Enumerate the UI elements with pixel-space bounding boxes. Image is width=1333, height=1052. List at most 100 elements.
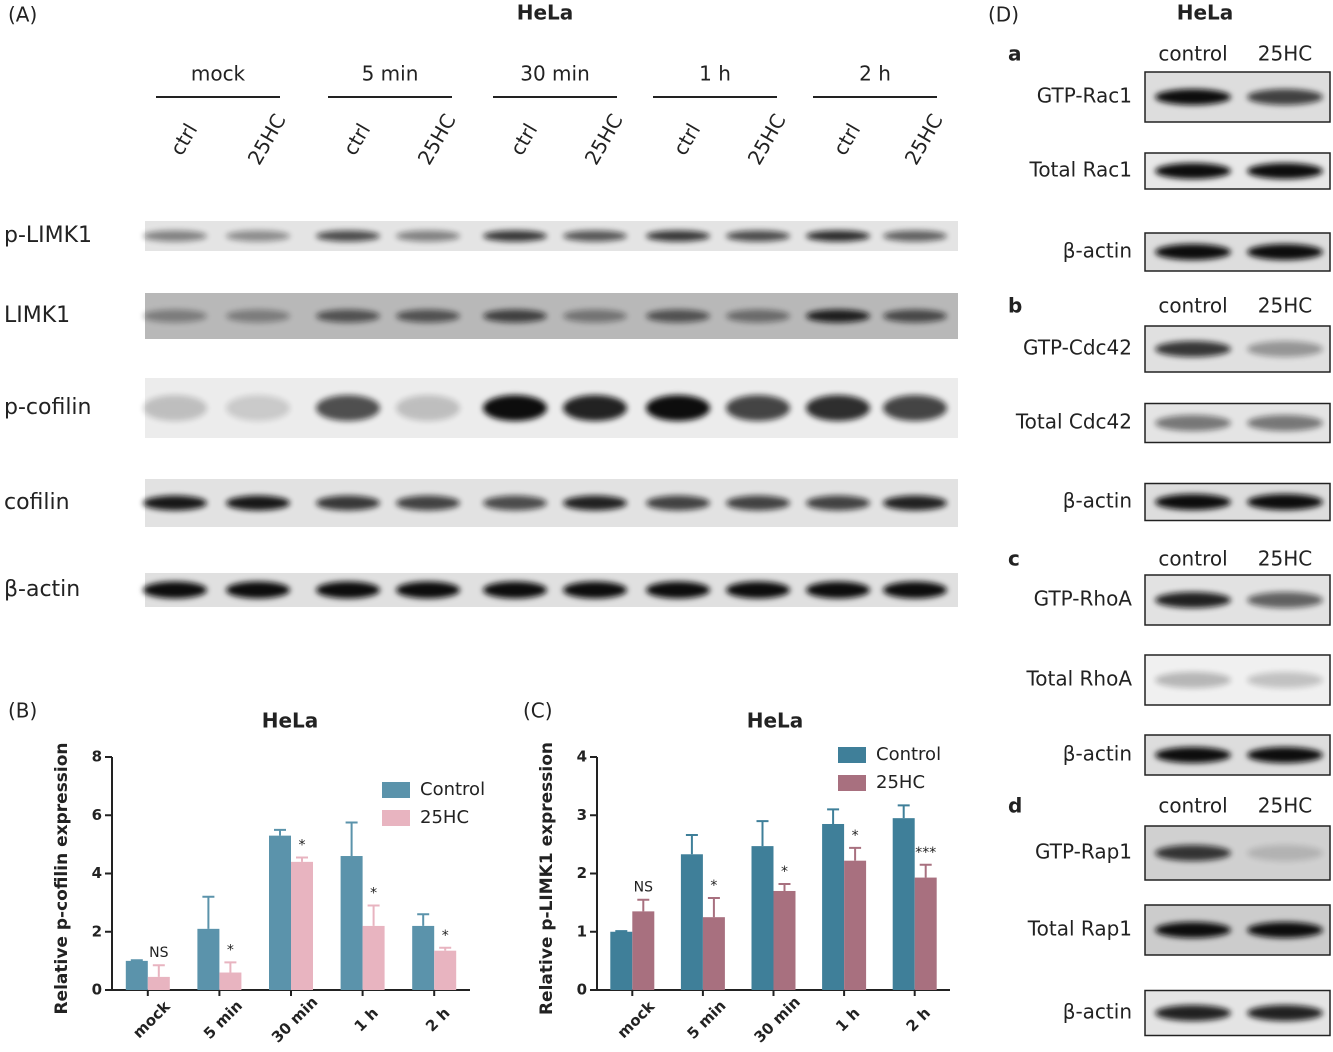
blot-band	[726, 395, 790, 421]
blot-band	[226, 309, 290, 323]
x-tick-label: 1 h	[832, 1004, 863, 1035]
blot-band	[396, 395, 460, 421]
x-tick-label: mock	[614, 997, 659, 1042]
bar	[412, 925, 435, 990]
blot-band	[806, 230, 870, 242]
blot-band	[316, 581, 380, 599]
error-bar	[685, 834, 698, 855]
y-tick-label: 8	[92, 748, 102, 766]
blot-band	[1247, 163, 1323, 179]
column-label: control	[1158, 547, 1227, 571]
blot-band	[143, 230, 207, 242]
bar	[751, 846, 774, 990]
y-tick-label: 6	[92, 806, 102, 824]
group-label: 1 h	[699, 62, 731, 86]
blot-band	[726, 309, 790, 323]
blot-band	[1155, 845, 1231, 861]
error-bar	[417, 913, 430, 926]
error-bar	[224, 961, 237, 973]
blot-band	[646, 395, 710, 421]
row-label: p-LIMK1	[4, 223, 92, 248]
lane-label: 25HC	[743, 110, 791, 169]
blot-band	[646, 581, 710, 599]
blot-band	[726, 581, 790, 599]
x-tick-label: 2 h	[422, 1004, 453, 1035]
blot-band	[226, 581, 290, 599]
significance-label: ***	[915, 845, 936, 861]
blot-band	[396, 495, 460, 511]
blot-band	[563, 395, 627, 421]
blot-band	[143, 495, 207, 511]
blot-band	[396, 581, 460, 599]
blot-band	[316, 495, 380, 511]
blot-band	[483, 395, 547, 421]
blot-band	[1155, 415, 1231, 431]
blot-band	[226, 230, 290, 242]
column-label: control	[1158, 294, 1227, 318]
group-label: 30 min	[520, 62, 590, 86]
group-label: mock	[191, 62, 246, 86]
legend-swatch	[838, 775, 866, 791]
blot-band	[316, 230, 380, 242]
error-bar	[778, 882, 791, 891]
significance-label: NS	[149, 945, 168, 961]
bar	[291, 861, 313, 990]
blot-band	[726, 230, 790, 242]
row-label: β-actin	[1063, 239, 1132, 263]
blot-band	[1155, 592, 1231, 608]
bar	[914, 877, 937, 990]
row-label: GTP-RhoA	[1034, 587, 1133, 611]
row-label: β-actin	[1063, 1000, 1132, 1024]
blot-band	[646, 495, 710, 511]
blot-band	[563, 309, 627, 323]
blot-band	[1247, 341, 1323, 357]
error-bar	[296, 856, 308, 862]
bar	[610, 931, 633, 990]
column-label: 25HC	[1258, 547, 1312, 571]
y-tick-label: 3	[577, 806, 587, 824]
bar	[197, 928, 220, 990]
row-label: Total Rap1	[1027, 917, 1132, 941]
bar	[892, 818, 915, 990]
lane-label: ctrl	[505, 119, 542, 159]
x-tick-label: 2 h	[903, 1004, 934, 1035]
blot-band	[646, 230, 710, 242]
row-label: β-actin	[1063, 742, 1132, 766]
subpanel-letter: c	[1008, 547, 1020, 571]
row-label: cofilin	[4, 490, 70, 515]
error-bar	[849, 846, 862, 861]
x-tick-label: 5 min	[684, 997, 730, 1043]
blot-band	[726, 495, 790, 511]
error-bar	[707, 896, 720, 918]
lane-label: ctrl	[828, 119, 865, 159]
significance-label: NS	[634, 880, 653, 896]
blot-band	[143, 581, 207, 599]
blot-band	[226, 495, 290, 511]
y-tick-label: 1	[577, 922, 587, 940]
blot-band	[883, 309, 947, 323]
blot-band	[806, 395, 870, 421]
row-label: Total Cdc42	[1015, 410, 1132, 434]
blot-band	[483, 495, 547, 511]
significance-label: *	[227, 942, 234, 958]
blot-band	[1155, 1005, 1231, 1021]
legend-label: Control	[876, 744, 941, 765]
significance-label: *	[442, 928, 449, 944]
lane-label: 25HC	[413, 110, 461, 169]
significance-label: *	[781, 864, 788, 880]
x-tick-label: 1 h	[351, 1004, 382, 1035]
column-label: 25HC	[1258, 794, 1312, 818]
blot-band	[883, 581, 947, 599]
blot-band	[646, 309, 710, 323]
bar	[340, 856, 363, 990]
blot-band	[1247, 672, 1323, 688]
error-bar	[130, 959, 143, 962]
legend-label: 25HC	[420, 807, 469, 828]
blot-band	[806, 495, 870, 511]
column-label: 25HC	[1258, 294, 1312, 318]
lane-label: 25HC	[580, 110, 628, 169]
column-label: control	[1158, 42, 1227, 66]
panel-title: HeLa	[517, 1, 574, 25]
x-tick-label: 30 min	[750, 993, 803, 1046]
bar	[822, 823, 845, 990]
